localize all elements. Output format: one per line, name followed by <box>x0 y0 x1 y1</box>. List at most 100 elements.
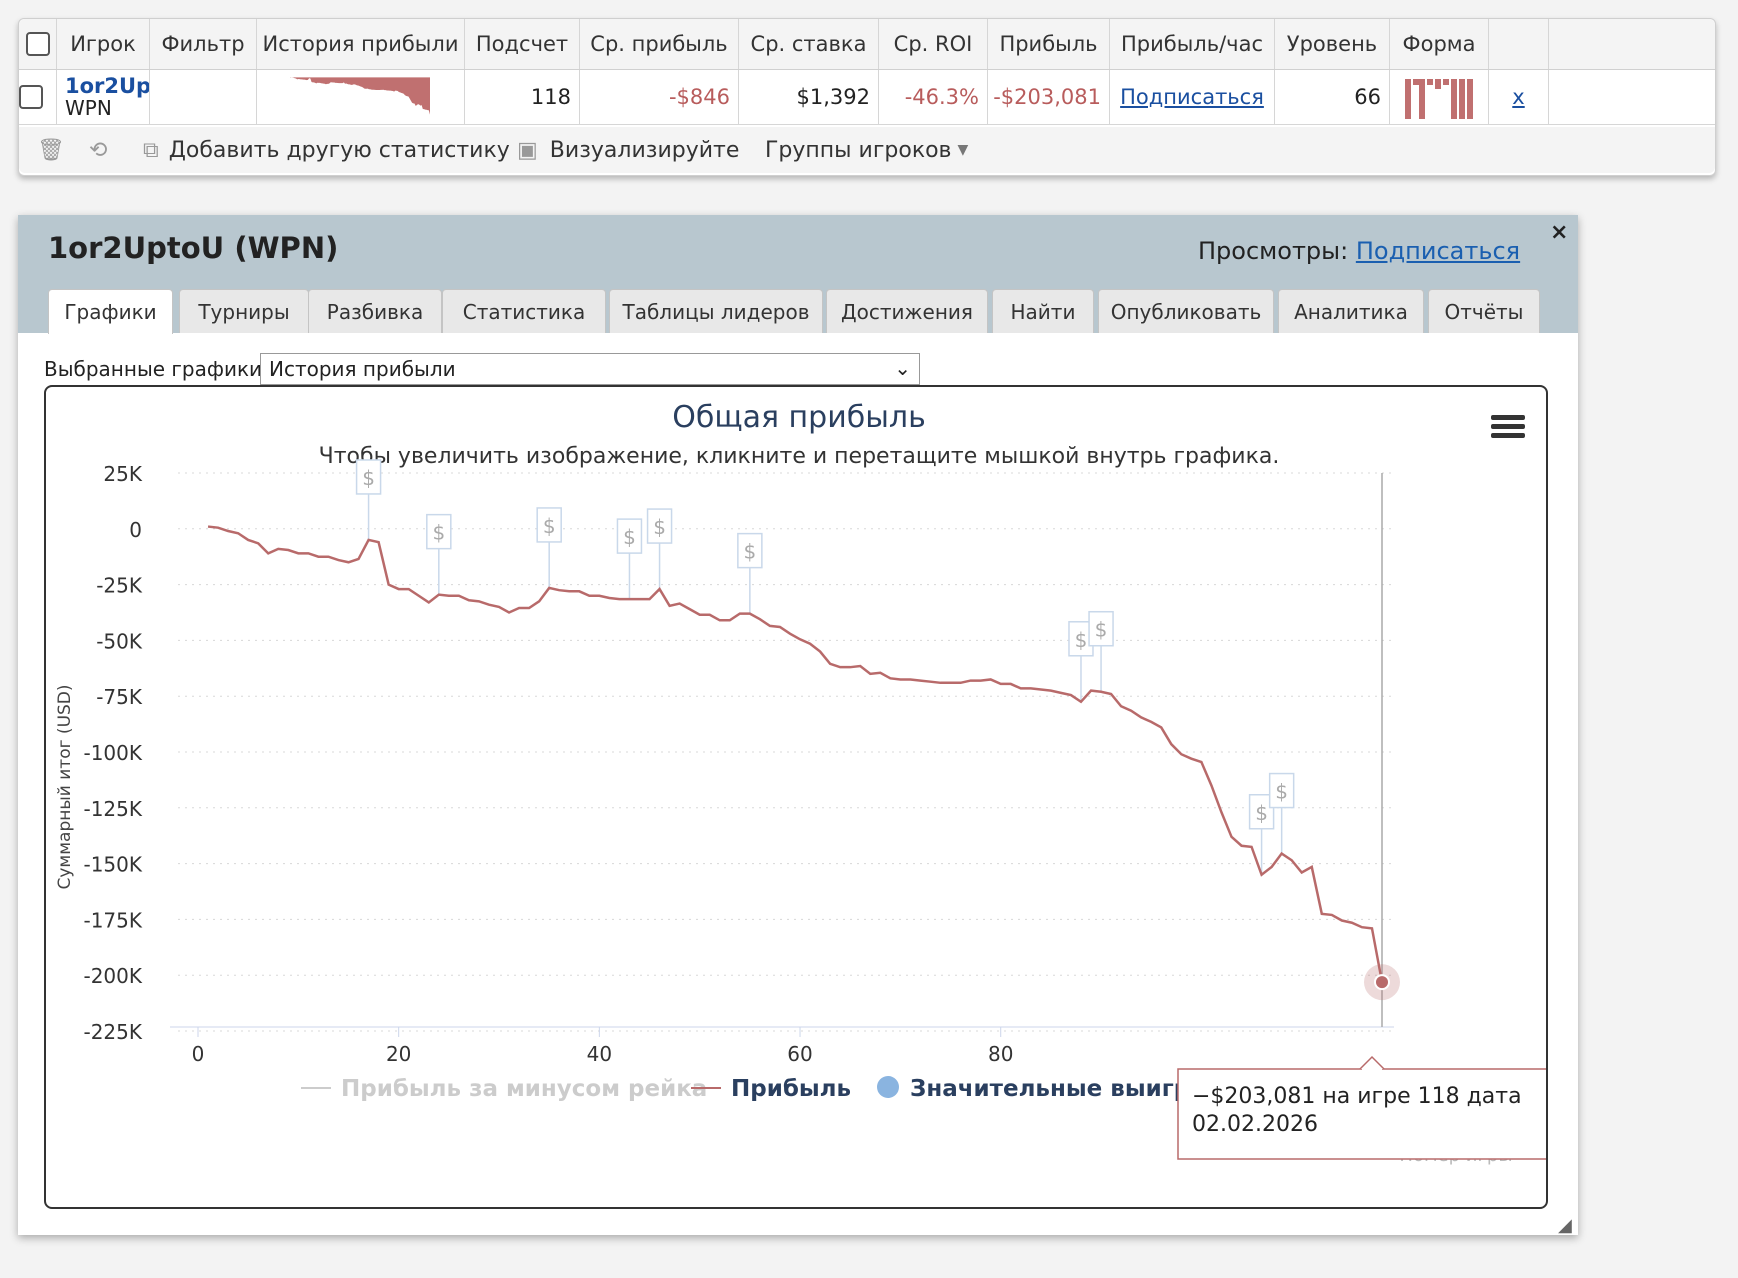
remove-row-link[interactable]: x <box>1512 85 1525 109</box>
chart-title: Общая прибыль <box>672 400 926 435</box>
legend-item-profit[interactable]: Прибыль <box>691 1076 851 1102</box>
y-tick-label: -175K <box>83 908 142 932</box>
y-tick-label: -25K <box>96 574 143 598</box>
player-widget: 1or2UptoU (WPN) Просмотры: Подписаться ×… <box>18 215 1578 1236</box>
tab-leaderboards[interactable]: Таблицы лидеров <box>609 289 823 333</box>
player-cell: 1or2Upt WPN <box>57 70 150 124</box>
svg-text:$: $ <box>362 466 375 490</box>
tab-tournaments[interactable]: Турниры <box>179 289 309 333</box>
header-checkbox-cell <box>19 19 57 69</box>
svg-text:$: $ <box>543 514 556 538</box>
form-bar <box>1467 79 1473 119</box>
y-axis-title: Суммарный итог (USD) <box>55 684 75 889</box>
col-header-avg-profit[interactable]: Ср. прибыль <box>580 19 739 69</box>
caret-down-icon: ▼ <box>957 142 969 158</box>
tab-analytics[interactable]: Аналитика <box>1278 289 1424 333</box>
selected-charts-label: Выбранные графики: <box>44 357 269 381</box>
trash-icon[interactable]: 🗑 <box>37 137 65 163</box>
image-icon: ▣ <box>517 137 538 163</box>
svg-text:Прибыль за минусом рейка: Прибыль за минусом рейка <box>341 1076 707 1102</box>
views-label: Просмотры: <box>1198 237 1349 265</box>
add-stat-button[interactable]: ⧉ Добавить другую статистику <box>143 127 510 173</box>
table-toolbar: 🗑 ⟲ ⧉ Добавить другую статистику ▣ Визуа… <box>19 127 1715 173</box>
big-win-flag[interactable]: $ <box>1268 772 1295 854</box>
y-tick-label: -200K <box>83 964 142 988</box>
col-header-profit[interactable]: Прибыль <box>988 19 1110 69</box>
y-tick-label: 0 <box>129 518 142 542</box>
tab-reports[interactable]: Отчёты <box>1428 289 1540 333</box>
tab-breakdown[interactable]: Разбивка <box>308 289 442 333</box>
chevron-down-icon: ⌄ <box>894 356 911 380</box>
subscribe-link[interactable]: Подписаться <box>1120 85 1264 109</box>
svg-text:$: $ <box>1255 801 1268 825</box>
chart-tooltip: −$203,081 на игре 118 дата 02.02.2026 <box>1177 1055 1546 1160</box>
big-win-flag[interactable]: $ <box>426 513 452 595</box>
x-tick-label: 80 <box>988 1042 1013 1066</box>
col-header-profit-history[interactable]: История прибыли <box>257 19 465 69</box>
resize-grip-icon[interactable]: ◢ <box>1558 1215 1572 1236</box>
col-header-avg-stake[interactable]: Ср. ставка <box>739 19 879 69</box>
avg-roi-value: -46.3% <box>879 70 988 124</box>
svg-text:$: $ <box>1095 618 1108 642</box>
big-win-flag[interactable]: $ <box>646 508 673 590</box>
table-header-row: Игрок Фильтр История прибыли Подсчет Ср.… <box>19 19 1715 70</box>
select-all-checkbox[interactable] <box>25 32 50 56</box>
widget-title: 1or2UptoU (WPN) <box>48 231 339 265</box>
tab-charts[interactable]: Графики <box>48 289 173 334</box>
hover-point[interactable] <box>1374 974 1390 991</box>
refresh-icon[interactable]: ⟲ <box>89 137 108 163</box>
views-subscribe-link[interactable]: Подписаться <box>1355 237 1521 265</box>
form-bar <box>1451 79 1457 119</box>
tab-achievements[interactable]: Достижения <box>826 289 988 333</box>
form-bar <box>1405 79 1411 119</box>
chart-container[interactable]: Общая прибыль Чтобы увеличить изображени… <box>44 385 1548 1209</box>
profit-value: -$203,081 <box>988 70 1110 124</box>
col-header-level[interactable]: Уровень <box>1275 19 1390 69</box>
chart-select[interactable]: История прибыли ⌄ <box>260 353 920 385</box>
svg-text:−$203,081 на игре 118 дата: −$203,081 на игре 118 дата <box>1192 1084 1522 1109</box>
svg-text:$: $ <box>1075 628 1088 652</box>
col-header-avg-roi[interactable]: Ср. ROI <box>879 19 988 69</box>
svg-text:$: $ <box>743 540 756 564</box>
col-header-filter[interactable]: Фильтр <box>150 19 257 69</box>
col-header-remove <box>1489 19 1549 69</box>
player-network: WPN <box>65 96 112 120</box>
menu-icon[interactable] <box>1491 415 1525 438</box>
profit-history-sparkline <box>289 77 430 115</box>
big-win-flag[interactable]: $ <box>616 518 643 600</box>
col-header-count[interactable]: Подсчет <box>465 19 580 69</box>
col-header-profit-per-hour[interactable]: Прибыль/час <box>1110 19 1275 69</box>
close-icon[interactable]: × <box>1550 220 1569 245</box>
big-win-flag[interactable]: $ <box>1088 610 1114 692</box>
visualize-button[interactable]: ▣ Визуализируйте <box>517 127 739 173</box>
filter-cell <box>150 70 257 124</box>
svg-text:Прибыль: Прибыль <box>731 1076 851 1102</box>
player-name-link[interactable]: 1or2Upt <box>65 74 150 98</box>
tab-publish[interactable]: Опубликовать <box>1098 289 1274 333</box>
visualize-label: Визуализируйте <box>549 137 740 163</box>
form-bar <box>1435 79 1441 89</box>
x-tick-label: 60 <box>787 1042 812 1066</box>
y-tick-label: -125K <box>83 797 142 821</box>
legend-item-net-of-rake[interactable]: Прибыль за минусом рейка <box>301 1076 707 1102</box>
stats-table: Игрок Фильтр История прибыли Подсчет Ср.… <box>18 18 1716 176</box>
col-header-form[interactable]: Форма <box>1390 19 1489 69</box>
x-tick-label: 40 <box>587 1042 612 1066</box>
table-row: 1or2Upt WPN 118 -$846 $1,392 -46.3% -$20… <box>19 70 1715 125</box>
profit-chart[interactable]: Общая прибыль Чтобы увеличить изображени… <box>46 387 1546 1207</box>
add-window-icon: ⧉ <box>143 137 159 163</box>
big-win-flag[interactable]: $ <box>355 459 382 540</box>
col-header-player[interactable]: Игрок <box>57 19 150 69</box>
tab-find[interactable]: Найти <box>992 289 1094 333</box>
big-win-flag[interactable]: $ <box>737 532 763 614</box>
row-checkbox[interactable] <box>19 85 43 109</box>
form-bar-chart <box>1405 79 1473 119</box>
form-bar <box>1427 79 1433 85</box>
avg-profit-value: -$846 <box>580 70 739 124</box>
profit-series-line[interactable] <box>207 525 1384 983</box>
y-tick-label: 25K <box>103 462 142 486</box>
form-bar <box>1459 79 1465 119</box>
tab-statistics[interactable]: Статистика <box>442 289 606 333</box>
player-groups-dropdown[interactable]: Группы игроков ▼ <box>765 127 968 173</box>
big-win-flag[interactable]: $ <box>536 507 562 588</box>
